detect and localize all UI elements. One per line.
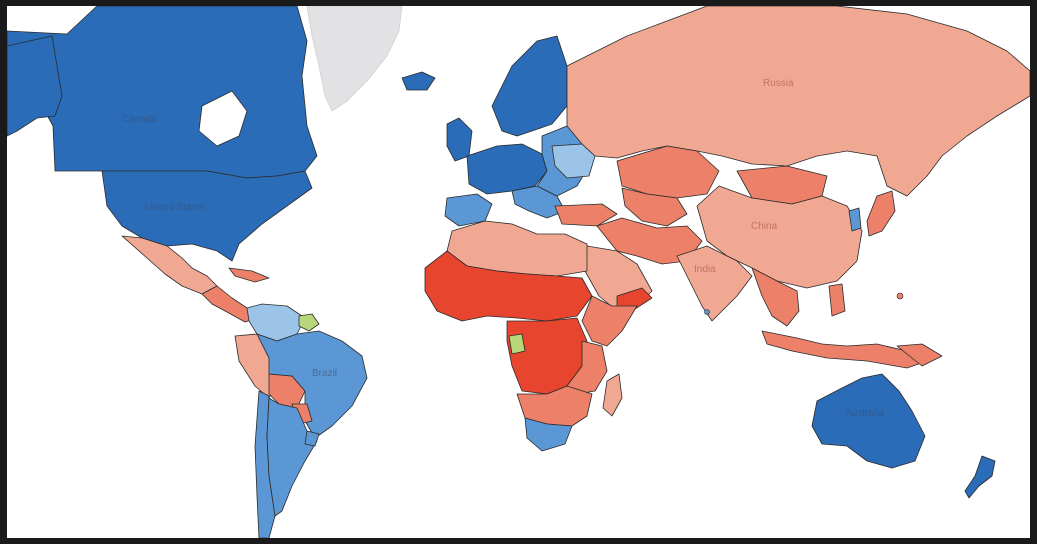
region-southeast-asia[interactable] [751,267,800,327]
country-south-korea[interactable] [848,207,862,232]
country-argentina[interactable] [266,397,318,517]
country-uruguay[interactable] [304,430,320,447]
region-scandinavia[interactable] [491,35,568,137]
country-alaska-us[interactable] [7,35,63,137]
island-marker[interactable] [896,292,904,300]
region-caribbean[interactable] [228,267,270,283]
country-greenland[interactable] [306,6,403,112]
country-philippines[interactable] [828,283,846,317]
map-frame: Canada United States Brazil Russia China… [7,6,1030,538]
country-australia[interactable] [811,373,926,469]
country-united-states[interactable] [101,170,313,262]
country-iceland[interactable] [401,71,436,91]
island-marker[interactable] [704,309,710,315]
region-central-asia[interactable] [621,187,688,227]
country-madagascar[interactable] [602,373,623,417]
world-choropleth-map [7,6,1030,538]
country-papua-new-guinea[interactable] [896,343,943,367]
country-mexico[interactable] [121,235,218,295]
country-india[interactable] [676,245,753,322]
country-kazakhstan[interactable] [616,145,720,199]
country-japan[interactable] [866,190,896,237]
country-gabon[interactable] [508,333,526,355]
region-horn-of-africa[interactable] [581,295,638,347]
region-west-africa-sahel[interactable] [424,250,593,322]
region-western-europe[interactable] [466,143,548,195]
hudson-bay-water [198,90,248,147]
region-guianas[interactable] [298,313,320,332]
region-uk-ireland[interactable] [446,117,473,162]
country-brazil[interactable] [256,330,368,439]
country-south-africa[interactable] [524,417,573,452]
country-turkey[interactable] [554,203,618,227]
country-new-zealand[interactable] [964,455,996,499]
